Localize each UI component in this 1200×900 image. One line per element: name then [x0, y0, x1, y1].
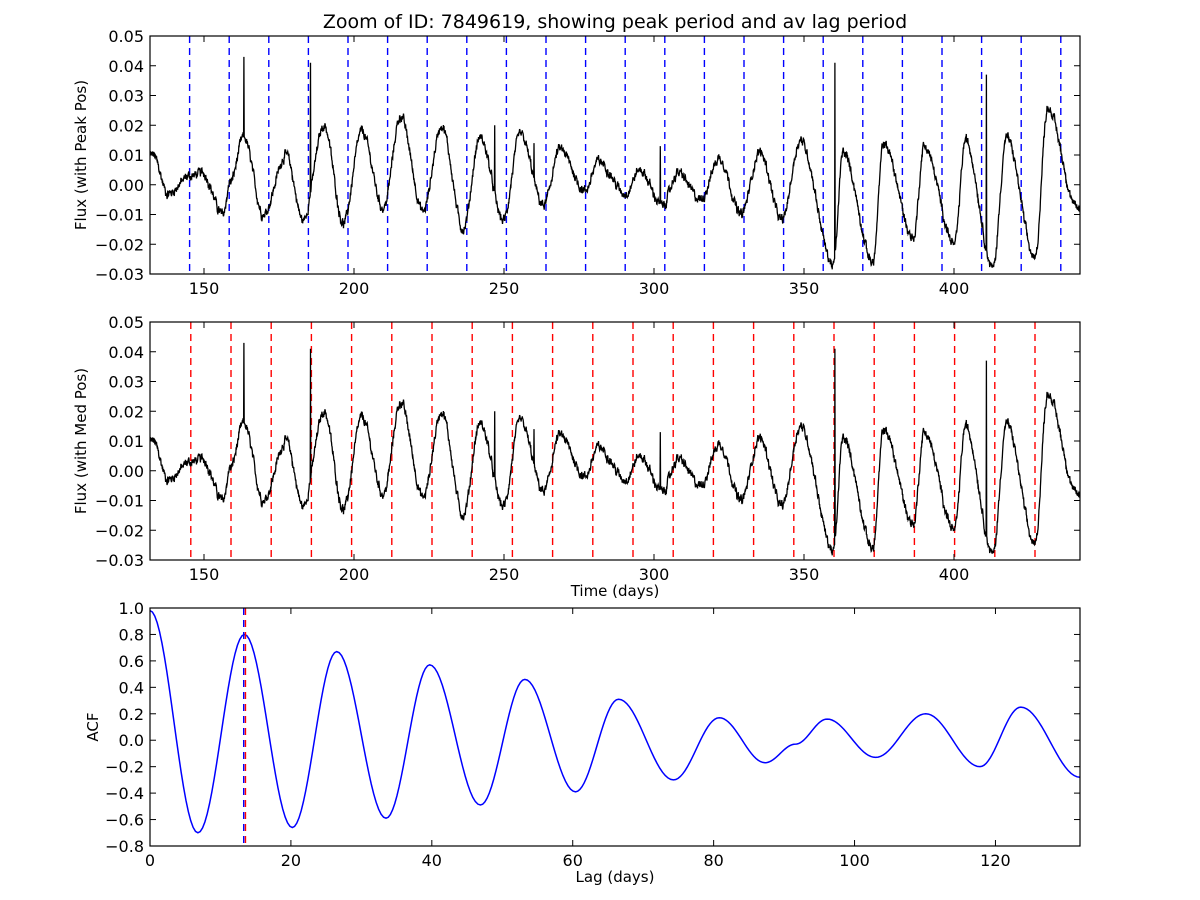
axis-ticks: 150 200 250 300 350 400 −0.03 −0.02 −0.01 0.00 0.0…: [95, 313, 1080, 584]
y-tick-label: 0.00: [108, 176, 144, 195]
y-tick-label: −0.8: [105, 837, 144, 856]
y-tick-label: −0.03: [95, 265, 144, 284]
flux-series: [150, 342, 1080, 556]
y-axis-label: ACF: [84, 712, 102, 741]
y-tick-label: 0.0: [119, 731, 144, 750]
x-tick-label: 250: [489, 565, 520, 584]
y-tick-label: 0.04: [108, 343, 144, 362]
axis-ticks: 0 20 40 60 80 100 120 −0.8 −0.6 −0.4 −0.2 0.0 0.2 0.4…: [105, 599, 1080, 870]
y-tick-label: −0.01: [95, 206, 144, 225]
y-tick-label: 0.00: [108, 462, 144, 481]
y-tick-label: −0.6: [105, 811, 144, 830]
y-tick-label: 0.02: [108, 116, 144, 135]
x-tick-label: 200: [339, 279, 370, 298]
lag-period-lines: [243, 608, 247, 846]
x-tick-label: 250: [489, 279, 520, 298]
figure-title: Zoom of ID: 7849619, showing peak period…: [323, 11, 907, 33]
y-tick-label: 0.03: [108, 373, 144, 392]
flux-line: [150, 56, 1080, 270]
y-tick-label: 0.05: [108, 313, 144, 332]
y-tick-label: 0.01: [108, 432, 144, 451]
y-tick-label: −0.02: [95, 521, 144, 540]
x-tick-label: 150: [189, 565, 220, 584]
x-tick-label: 200: [339, 565, 370, 584]
x-axis-label: Lag (days): [576, 868, 655, 886]
y-tick-label: −0.01: [95, 492, 144, 511]
x-tick-label: 60: [563, 851, 583, 870]
x-tick-label: 40: [422, 851, 442, 870]
axis-ticks: 150 200 250 300 350 400 −0.03 −0.02 −0.01 0.00 0.0…: [95, 27, 1080, 298]
x-tick-label: 350: [789, 565, 820, 584]
y-tick-label: 0.2: [119, 705, 144, 724]
x-tick-label: 400: [939, 565, 970, 584]
axes-frame: [149, 607, 1081, 847]
x-tick-label: 300: [639, 279, 670, 298]
acf-series: [150, 609, 1080, 834]
y-tick-label: 0.03: [108, 87, 144, 106]
x-tick-label: 80: [703, 851, 723, 870]
y-tick-label: 0.6: [119, 652, 144, 671]
acf-line: [150, 609, 1080, 834]
x-axis-label: Time (days): [570, 582, 660, 600]
flux-line: [150, 342, 1080, 556]
x-tick-label: 300: [639, 565, 670, 584]
median-period-lines: [190, 322, 1036, 560]
y-axis-label: Flux (with Med Pos): [72, 368, 90, 514]
flux-series: [150, 56, 1080, 270]
y-tick-label: −0.4: [105, 784, 144, 803]
y-tick-label: 0.02: [108, 402, 144, 421]
y-axis-label: Flux (with Peak Pos): [72, 80, 90, 230]
y-tick-label: −0.02: [95, 235, 144, 254]
y-tick-label: 1.0: [119, 599, 144, 618]
x-tick-label: 100: [839, 851, 870, 870]
x-tick-label: 0: [145, 851, 155, 870]
y-tick-label: 0.4: [119, 678, 144, 697]
y-tick-label: −0.2: [105, 758, 144, 777]
x-tick-label: 400: [939, 279, 970, 298]
x-tick-label: 150: [189, 279, 220, 298]
acf-panel: 0 20 40 60 80 100 120 −0.8 −0.6 −0.4 −0.2 0.0 0.2 0.4…: [84, 599, 1081, 886]
x-tick-label: 20: [281, 851, 301, 870]
y-tick-label: −0.03: [95, 551, 144, 570]
y-tick-label: 0.05: [108, 27, 144, 46]
x-tick-label: 120: [980, 851, 1011, 870]
x-tick-label: 350: [789, 279, 820, 298]
y-tick-label: 0.8: [119, 625, 144, 644]
median-position-panel: 150 200 250 300 350 400 −0.03 −0.02 −0.01 0.00 0.0…: [72, 313, 1081, 600]
y-tick-label: 0.01: [108, 146, 144, 165]
y-tick-label: 0.04: [108, 57, 144, 76]
peak-position-panel: 150 200 250 300 350 400 −0.03 −0.02 −0.01 0.00 0.0…: [72, 27, 1081, 298]
